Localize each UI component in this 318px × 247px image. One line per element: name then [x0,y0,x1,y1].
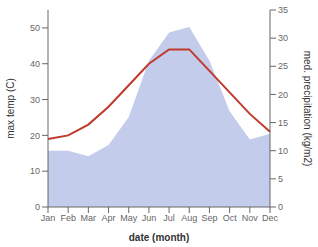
svg-text:40: 40 [30,59,40,69]
svg-text:Sep: Sep [201,213,217,223]
svg-text:Mar: Mar [81,213,97,223]
svg-text:0: 0 [278,202,283,212]
svg-text:25: 25 [278,61,288,71]
svg-text:May: May [120,213,138,223]
svg-text:50: 50 [30,23,40,33]
svg-text:Nov: Nov [242,213,259,223]
svg-text:20: 20 [30,131,40,141]
svg-text:30: 30 [278,33,288,43]
svg-text:5: 5 [278,174,283,184]
svg-text:max temp (C): max temp (C) [8,78,16,139]
svg-text:med. precipitation (kg/m2): med. precipitation (kg/m2) [302,51,310,167]
svg-text:Oct: Oct [223,213,238,223]
svg-text:0: 0 [35,202,40,212]
svg-text:10: 10 [30,166,40,176]
svg-text:Jul: Jul [163,213,175,223]
svg-text:Jun: Jun [142,213,157,223]
svg-text:30: 30 [30,95,40,105]
svg-text:Feb: Feb [60,213,76,223]
svg-text:20: 20 [278,90,288,100]
svg-text:Jan: Jan [41,213,56,223]
svg-text:date (month): date (month) [129,232,190,243]
svg-text:35: 35 [278,5,288,15]
svg-text:Apr: Apr [102,213,116,223]
svg-text:Dec: Dec [262,213,279,223]
svg-text:15: 15 [278,118,288,128]
svg-text:10: 10 [278,146,288,156]
svg-text:Aug: Aug [181,213,197,223]
